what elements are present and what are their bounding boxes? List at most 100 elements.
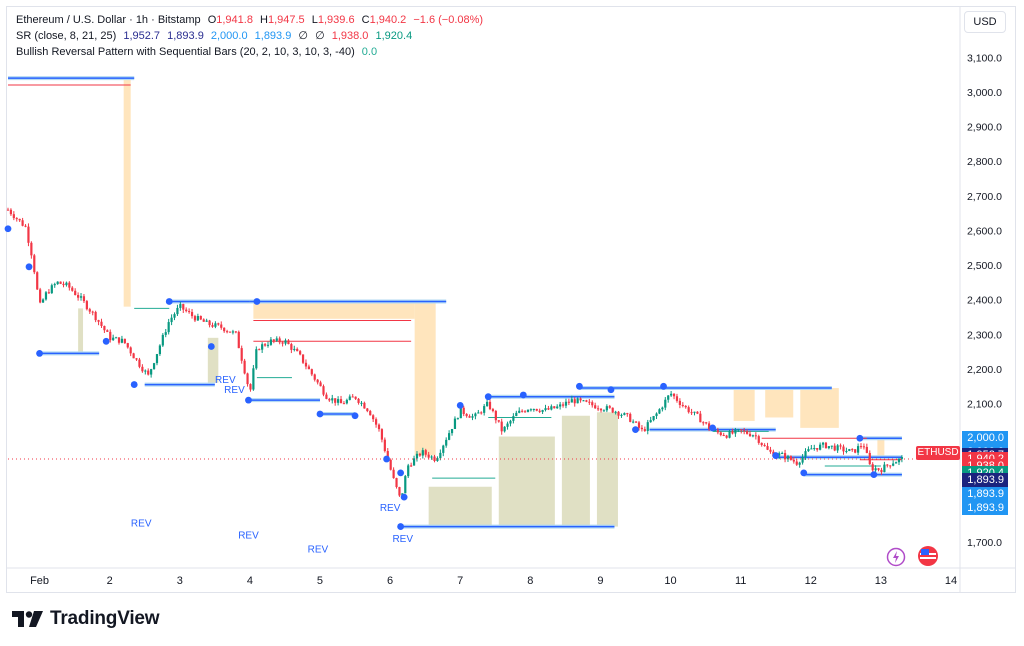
us-flag-icon[interactable] [917,545,938,566]
candle-up [331,398,334,401]
candle-down [278,338,281,343]
candle-down [596,408,600,410]
candle-up [252,368,255,390]
candle-down [220,324,223,328]
sr-value-3: 2,000.0 [210,30,248,42]
close-label: C [361,14,370,26]
rev-label: REV [215,375,236,386]
currency-button[interactable]: USD [964,11,1006,33]
resistance-zone [733,388,755,421]
tradingview-logo[interactable]: TradingView [12,608,160,630]
support-zone [78,308,84,352]
candle-down [672,393,676,397]
low-value: 1,939.6 [317,14,355,26]
candle-up [275,338,278,341]
resistance-zone [877,438,885,456]
candle-down [745,431,749,434]
candle-up [848,449,851,451]
candle-down [465,413,468,417]
pivot-dot [351,412,359,420]
candle-down [702,422,705,424]
candle-up [415,453,419,459]
lightning-icon[interactable] [886,547,906,567]
x-tick-label: 14 [945,575,957,587]
close-value: 1,940.2 [369,14,407,26]
candle-down [716,430,719,433]
candle-down [9,209,13,215]
candle-down [249,384,252,390]
candle-up [173,314,176,318]
candle-down [246,373,249,385]
candle-down [354,396,357,399]
candle-down [880,469,883,473]
candle-up [112,337,115,341]
candle-up [337,399,340,403]
candle-up [845,450,848,452]
candle-up [79,296,83,298]
pivot-dot [383,455,390,463]
candle-down [608,406,611,408]
candle-down [141,366,144,372]
candle-down [626,413,629,415]
candle-down [523,411,527,413]
symbol-title[interactable]: Ethereum / U.S. Dollar · 1h · Bitstamp [16,14,201,26]
pivot-dot [36,350,43,357]
legend-indicator-sr[interactable]: SR (close, 8, 21, 25) 1,952.7 1,893.9 2,… [16,28,483,44]
candle-up [114,337,118,339]
x-tick-label: 4 [247,575,253,587]
x-tick-label: 6 [387,575,393,587]
rev-label: REV [308,545,329,556]
candle-down [594,405,597,409]
candle-down [427,454,430,458]
x-tick-label: 8 [527,575,533,587]
price-badge: 2,000.0 [962,431,1008,446]
candle-down [696,411,699,414]
sr-value-1: 1,952.7 [123,30,161,42]
candle-down [135,358,138,360]
candle-up [459,407,462,419]
candle-up [602,410,606,412]
candle-up [348,396,351,400]
candle-down [886,464,889,466]
candle-up [483,406,486,413]
legend-indicator-brp[interactable]: Bullish Reversal Pattern with Sequential… [16,44,483,60]
candle-up [734,429,737,434]
candle-down [18,218,21,221]
candle-down [82,296,86,302]
support-zone [207,337,219,383]
candle-down [223,327,226,332]
pivot-dot [165,298,173,305]
candle-up [532,408,535,410]
candle-down [684,405,687,408]
candle-up [658,409,661,414]
candle-down [740,429,743,431]
candle-up [44,292,48,300]
candle-up [445,439,448,446]
candle-up [456,418,459,420]
pivot-dot [400,493,408,501]
candle-down [865,446,868,453]
candle-down [74,290,77,296]
candle-up [345,399,348,404]
candle-down [392,469,395,479]
candle-down [699,413,702,423]
candle-down [722,435,725,437]
candle-up [836,445,839,451]
candle-up [874,468,877,471]
candle-down [30,242,33,256]
candle-down [369,411,372,416]
candle-up [529,409,533,411]
candle-up [582,400,585,402]
candle-down [754,435,757,437]
candle-down [468,416,471,418]
candle-up [550,406,553,410]
candle-down [690,412,693,414]
candle-up [821,442,825,445]
candle-up [713,430,717,432]
candle-up [576,398,579,404]
indicator-sr-name: SR (close, 8, 21, 25) [16,30,117,42]
candle-up [664,399,667,408]
candle-down [561,404,565,406]
candle-down [339,399,343,404]
